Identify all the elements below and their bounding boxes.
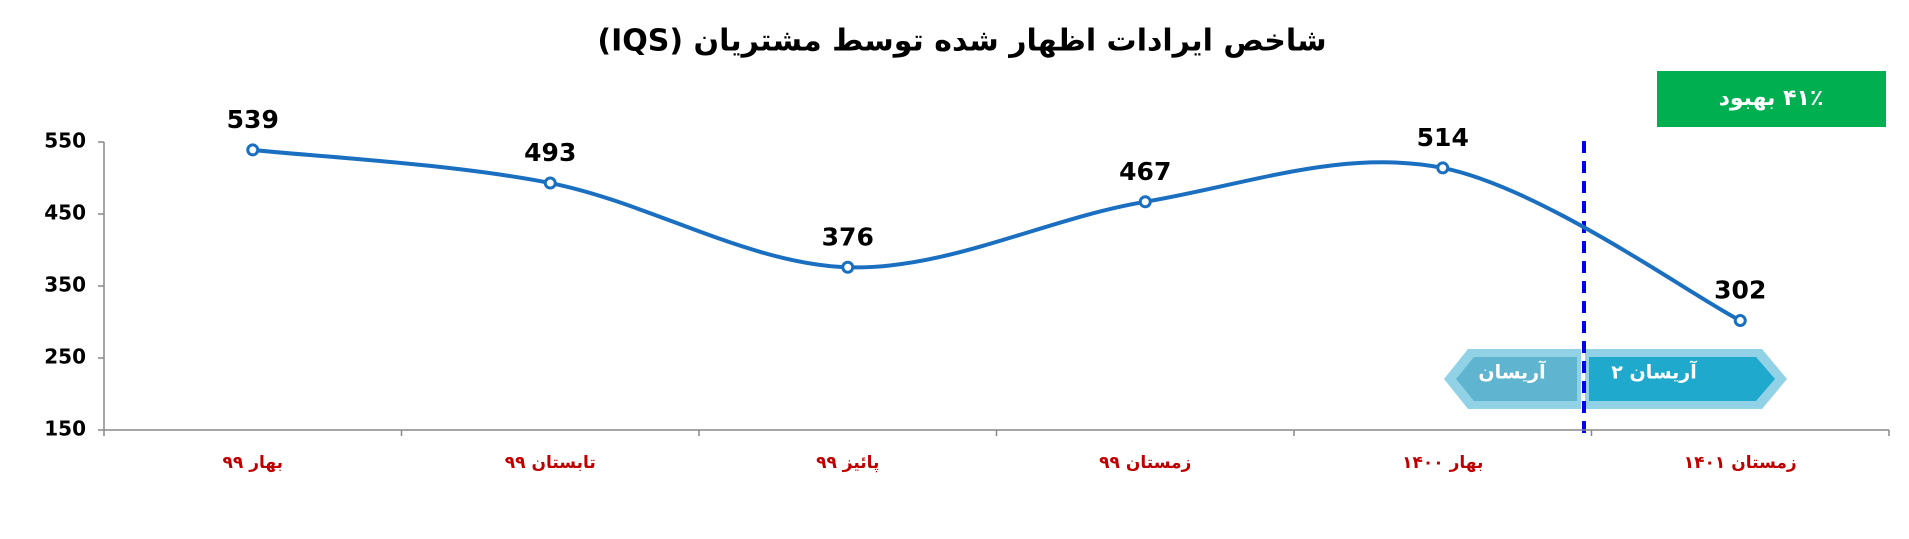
y-tick-label: 250 [44, 345, 86, 369]
data-point [1733, 314, 1747, 328]
arrow-before [1456, 357, 1577, 401]
data-point [246, 143, 260, 157]
x-tick-label: پائیز ۹۹ [816, 453, 879, 473]
y-tick-label: 350 [44, 273, 86, 297]
data-point [841, 260, 855, 274]
data-point [1138, 195, 1152, 209]
y-tick-label: 550 [44, 129, 86, 153]
data-label: 539 [227, 105, 279, 134]
data-label: 302 [1714, 276, 1766, 305]
arrow-after [1589, 357, 1775, 401]
data-label: 493 [524, 138, 576, 167]
data-label: 514 [1417, 123, 1469, 152]
x-tick-label: بهار ۱۴۰۰ [1402, 453, 1483, 473]
data-label: 467 [1119, 157, 1171, 186]
improvement-label: ۴۱٪ بهبود [1719, 86, 1824, 111]
y-tick-label: 450 [44, 201, 86, 225]
x-tick-label: زمستان ۱۴۰۱ [1684, 453, 1797, 473]
chart-title: شاخص ایرادات اظهار شده توسط مشتریان (IQS… [597, 24, 1326, 59]
improvement-box [1657, 71, 1886, 127]
x-tick-label: زمستان ۹۹ [1099, 453, 1191, 473]
x-tick-label: تابستان ۹۹ [505, 453, 596, 473]
data-point [543, 176, 557, 190]
arrow-before-label: آریسان [1478, 360, 1546, 384]
y-tick-label: 150 [44, 417, 86, 441]
data-point [1436, 161, 1450, 175]
data-line [252, 147, 1742, 323]
x-tick-label: بهار ۹۹ [223, 453, 283, 473]
data-label: 376 [822, 222, 874, 251]
arrow-after-label: آریسان ۲ [1611, 360, 1697, 384]
